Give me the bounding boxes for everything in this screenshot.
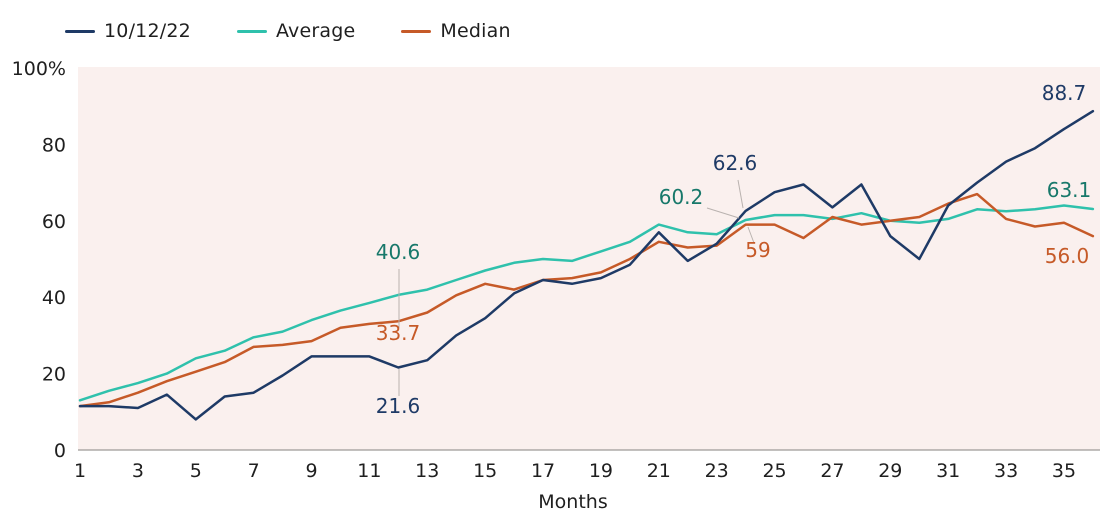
x-axis-tick-label: 29 (878, 460, 902, 482)
data-label: 21.6 (376, 394, 421, 418)
legend-item-10-12-22: 10/12/22 (65, 20, 191, 42)
annotation-leader-line (737, 179, 744, 209)
x-axis-tick-label: 13 (415, 460, 439, 482)
x-axis-tick-label: 11 (357, 460, 381, 482)
y-axis-tick-label: 100% (12, 58, 66, 80)
data-label: 63.1 (1047, 178, 1092, 202)
y-axis-tick-label: 20 (42, 364, 66, 386)
x-axis-tick-label: 33 (994, 460, 1018, 482)
annotation-leader-line (747, 226, 755, 244)
x-axis-tick-label: 21 (647, 460, 671, 482)
x-axis-tick-label: 35 (1052, 460, 1076, 482)
legend-item-median: Median (401, 20, 510, 42)
plot-area (78, 67, 1100, 450)
y-axis-tick-label: 80 (42, 134, 66, 156)
data-label: 56.0 (1045, 244, 1090, 268)
series-line-10-12-22 (78, 109, 1095, 421)
x-axis-tick-label: 9 (305, 460, 317, 482)
series-line-median (78, 192, 1095, 408)
x-axis-tick-label: 1 (74, 460, 86, 482)
y-axis-tick-label: 60 (42, 211, 66, 233)
data-label: 33.7 (376, 321, 421, 345)
data-label: 62.6 (713, 151, 758, 175)
x-axis-tick-label: 17 (531, 460, 555, 482)
y-axis-tick-label: 40 (42, 287, 66, 309)
legend-line-swatch (65, 29, 95, 33)
x-axis-tick-label: 31 (936, 460, 960, 482)
chart-legend: 10/12/22 Average Median (65, 20, 511, 42)
data-label: 40.6 (376, 240, 421, 264)
series-line-average (78, 204, 1095, 402)
data-label: 59 (745, 238, 770, 262)
x-axis-tick-label: 25 (762, 460, 786, 482)
data-label: 60.2 (659, 185, 704, 209)
x-axis-tick-label: 3 (132, 460, 144, 482)
x-axis-title: Months (538, 491, 607, 513)
x-axis-tick-label: 19 (589, 460, 613, 482)
legend-line-swatch (401, 29, 432, 33)
x-axis-tick-label: 27 (820, 460, 844, 482)
data-label: 88.7 (1042, 81, 1087, 105)
x-axis-tick-label: 15 (473, 460, 497, 482)
legend-label: Average (275, 20, 356, 42)
x-axis-tick-label: 7 (248, 460, 260, 482)
annotation-leader-line (706, 207, 740, 219)
x-axis-tick-label: 23 (705, 460, 729, 482)
legend-label: Median (440, 20, 511, 42)
legend-line-swatch (236, 29, 267, 33)
legend-label: 10/12/22 (104, 20, 191, 42)
y-axis-tick-label: 0 (54, 440, 66, 462)
x-axis-tick-label: 5 (190, 460, 202, 482)
legend-item-average: Average (236, 20, 356, 42)
